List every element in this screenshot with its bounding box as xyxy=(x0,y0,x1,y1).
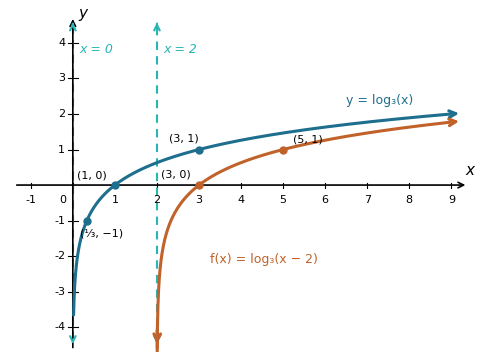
Text: 3: 3 xyxy=(58,73,65,83)
Text: (5, 1): (5, 1) xyxy=(294,135,323,144)
Text: -1: -1 xyxy=(54,216,65,225)
Text: 2: 2 xyxy=(153,195,161,205)
Text: -2: -2 xyxy=(54,251,65,261)
Text: 5: 5 xyxy=(280,195,287,205)
Text: -4: -4 xyxy=(54,322,65,332)
Text: y = log₃(x): y = log₃(x) xyxy=(346,94,413,107)
Text: (3, 0): (3, 0) xyxy=(161,170,191,179)
Text: 7: 7 xyxy=(364,195,371,205)
Text: 8: 8 xyxy=(406,195,413,205)
Text: x = 0: x = 0 xyxy=(79,44,113,57)
Text: 1: 1 xyxy=(112,195,118,205)
Text: 0: 0 xyxy=(59,195,67,205)
Text: (1, 0): (1, 0) xyxy=(77,170,107,180)
Text: 2: 2 xyxy=(58,109,65,119)
Text: (¹⁄₃, −1): (¹⁄₃, −1) xyxy=(80,228,123,238)
Text: 4: 4 xyxy=(238,195,244,205)
Text: x = 2: x = 2 xyxy=(163,44,197,57)
Text: (3, 1): (3, 1) xyxy=(169,133,199,143)
Text: 4: 4 xyxy=(58,38,65,48)
Text: -1: -1 xyxy=(25,195,36,205)
Text: y: y xyxy=(78,6,87,21)
Text: 3: 3 xyxy=(195,195,203,205)
Text: -3: -3 xyxy=(54,287,65,297)
Text: x: x xyxy=(466,163,475,178)
Text: 9: 9 xyxy=(448,195,455,205)
Text: f(x) = log₃(x − 2): f(x) = log₃(x − 2) xyxy=(209,253,318,266)
Text: 6: 6 xyxy=(322,195,329,205)
Text: 1: 1 xyxy=(58,144,65,155)
